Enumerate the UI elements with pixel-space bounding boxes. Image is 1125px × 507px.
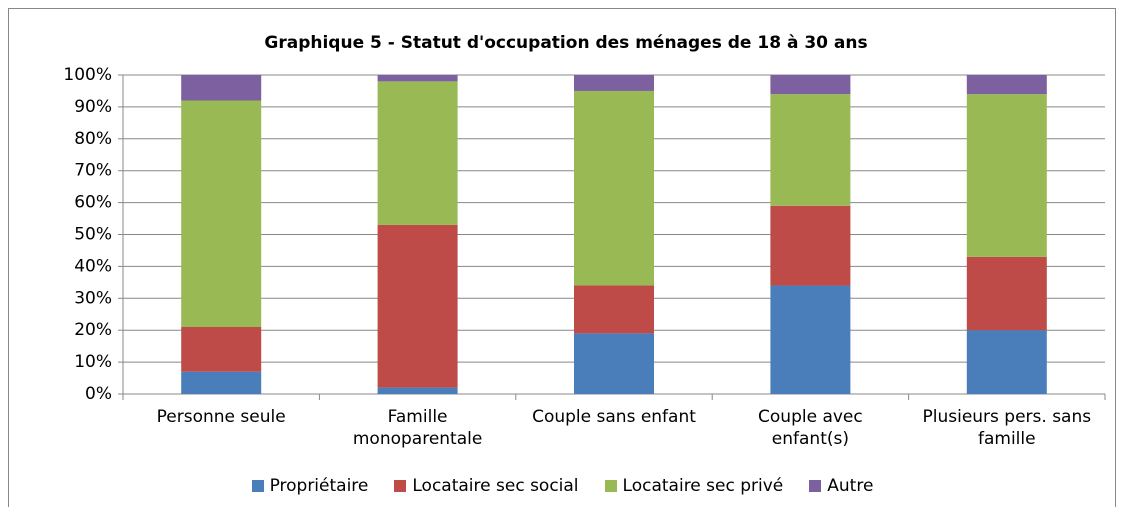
y-tick-label: 30% xyxy=(74,288,112,308)
y-tick-label: 60% xyxy=(74,193,112,213)
y-tick-label: 90% xyxy=(74,97,112,117)
bar-segment xyxy=(574,333,654,394)
legend-item: Propriétaire xyxy=(251,476,369,496)
bar-segment xyxy=(770,285,851,394)
legend-label: Locataire sec social xyxy=(412,476,579,496)
bar-segment xyxy=(966,256,1047,331)
bar-segment xyxy=(966,94,1047,257)
legend-swatch xyxy=(809,480,822,492)
bar-segment xyxy=(966,330,1047,394)
y-tick-label: 20% xyxy=(74,320,112,340)
legend-item: Locataire sec privé xyxy=(604,476,784,496)
y-tick-label: 0% xyxy=(85,384,112,404)
bar-segment xyxy=(377,75,458,82)
legend-swatch xyxy=(394,480,407,492)
bar-segment xyxy=(770,94,851,206)
bar-segment xyxy=(770,75,851,95)
x-tick-label: Famille monoparentale xyxy=(352,407,483,449)
legend-label: Propriétaire xyxy=(269,476,369,496)
bar-segment xyxy=(377,387,458,394)
bar-segment xyxy=(181,75,262,101)
y-tick-label: 50% xyxy=(74,225,112,245)
bar-segment xyxy=(574,285,654,334)
y-tick-label: 70% xyxy=(74,161,112,181)
chart-title: Graphique 5 - Statut d'occupation des mé… xyxy=(264,33,867,53)
legend-item: Autre xyxy=(809,476,873,496)
legend-item: Locataire sec social xyxy=(394,476,579,496)
y-tick-label: 80% xyxy=(74,129,112,149)
bar-segment xyxy=(770,205,851,286)
x-tick-label: Plusieurs pers. sans famille xyxy=(922,407,1092,449)
legend-label: Autre xyxy=(827,476,874,496)
y-tick-label: 100% xyxy=(63,65,112,85)
x-tick-label: Couple avec enfant(s) xyxy=(758,407,863,449)
bar-segment xyxy=(574,75,654,91)
bar-segment xyxy=(181,371,262,394)
y-tick-label: 40% xyxy=(74,256,112,276)
x-tick-label: Couple sans enfant xyxy=(532,407,696,427)
legend: Propriétaire Locataire sec social Locatair… xyxy=(0,476,1125,496)
chart-frame xyxy=(8,8,1116,507)
bar-segment xyxy=(181,100,262,328)
legend-swatch xyxy=(604,480,617,492)
bar-segment xyxy=(377,81,458,225)
bar-segment xyxy=(574,90,654,286)
x-tick-label: Personne seule xyxy=(156,407,286,427)
legend-label: Locataire sec privé xyxy=(622,476,784,496)
bar-segment xyxy=(377,224,458,388)
bar-segment xyxy=(966,75,1047,95)
y-tick-label: 10% xyxy=(74,352,112,372)
legend-swatch xyxy=(251,480,264,492)
bar-segment xyxy=(181,327,262,372)
